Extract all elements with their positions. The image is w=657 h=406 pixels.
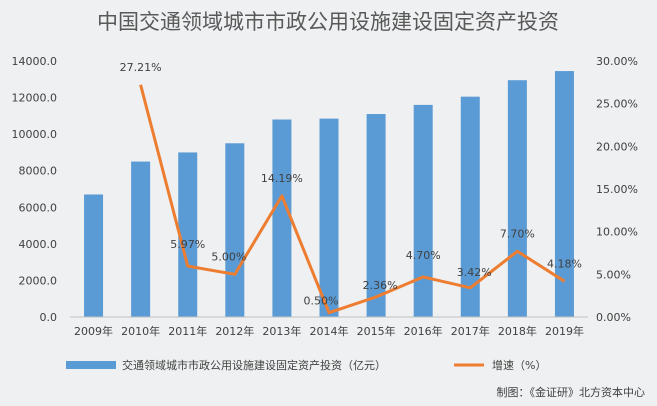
chart-title: 中国交通领域城市市政公用设施建设固定资产投资: [97, 10, 559, 34]
bar: [131, 161, 151, 317]
right-tick-label: 0.00%: [596, 311, 631, 324]
bar: [554, 71, 574, 317]
growth-data-label: 0.50%: [304, 295, 339, 308]
legend-bar-swatch: [66, 361, 116, 369]
growth-data-label: 3.42%: [457, 266, 492, 279]
growth-data-label: 2.36%: [363, 279, 398, 292]
right-tick-label: 10.00%: [596, 226, 638, 239]
bar: [178, 152, 198, 317]
plot-area: 0.0 2000.0 4000.0 6000.0 8000.0 10000.0 12000.…: [12, 55, 638, 338]
left-tick-label: 6000.0: [19, 201, 58, 214]
left-tick-label: 14000.0: [12, 55, 58, 68]
x-tick-label: 2016年: [404, 324, 443, 338]
x-tick-label: 2010年: [121, 324, 160, 338]
growth-data-label: 5.97%: [170, 238, 205, 251]
left-tick-label: 8000.0: [19, 165, 58, 178]
growth-data-label: 4.70%: [406, 249, 441, 262]
legend-line-label: 增速（%）: [492, 358, 546, 372]
right-tick-label: 15.00%: [596, 183, 638, 196]
x-tick-label: 2014年: [310, 324, 349, 338]
left-tick-label: 4000.0: [19, 238, 58, 251]
bar: [413, 104, 433, 317]
x-tick-label: 2018年: [498, 324, 537, 338]
bar: [272, 119, 292, 317]
right-tick-label: 5.00%: [596, 268, 631, 281]
legend-bar-label: 交通领域城市市政公用设施建设固定资产投资（亿元）: [122, 358, 386, 372]
growth-data-label: 4.18%: [547, 257, 582, 270]
growth-data-label: 27.21%: [120, 61, 162, 74]
bar: [460, 96, 480, 318]
growth-data-label: 14.19%: [261, 172, 303, 185]
legend: 交通领域城市市政公用设施建设固定资产投资（亿元） 增速（%）: [66, 358, 546, 372]
bar: [225, 143, 245, 317]
left-tick-label: 12000.0: [12, 92, 58, 105]
growth-line: [139, 84, 566, 315]
left-tick-label: 2000.0: [19, 274, 58, 287]
bar: [84, 194, 104, 317]
x-tick-label: 2015年: [357, 324, 396, 338]
growth-data-label: 7.70%: [500, 227, 535, 240]
growth-data-label: 5.00%: [211, 250, 246, 263]
bar: [507, 80, 527, 317]
source-note: 制图：《金证研》北方资本中心: [497, 385, 646, 399]
x-tick-label: 2019年: [545, 324, 584, 338]
left-tick-label: 0.0: [40, 311, 58, 324]
x-tick-label: 2013年: [262, 324, 301, 338]
right-tick-label: 25.00%: [596, 98, 638, 111]
bar: [366, 114, 386, 318]
right-tick-label: 30.00%: [596, 55, 638, 68]
bar: [319, 118, 339, 317]
right-tick-label: 20.00%: [596, 140, 638, 153]
x-tick-label: 2011年: [168, 324, 207, 338]
left-tick-label: 10000.0: [12, 128, 58, 141]
x-tick-label: 2012年: [215, 324, 254, 338]
x-tick-label: 2017年: [451, 324, 490, 338]
x-tick-label: 2009年: [74, 324, 113, 338]
